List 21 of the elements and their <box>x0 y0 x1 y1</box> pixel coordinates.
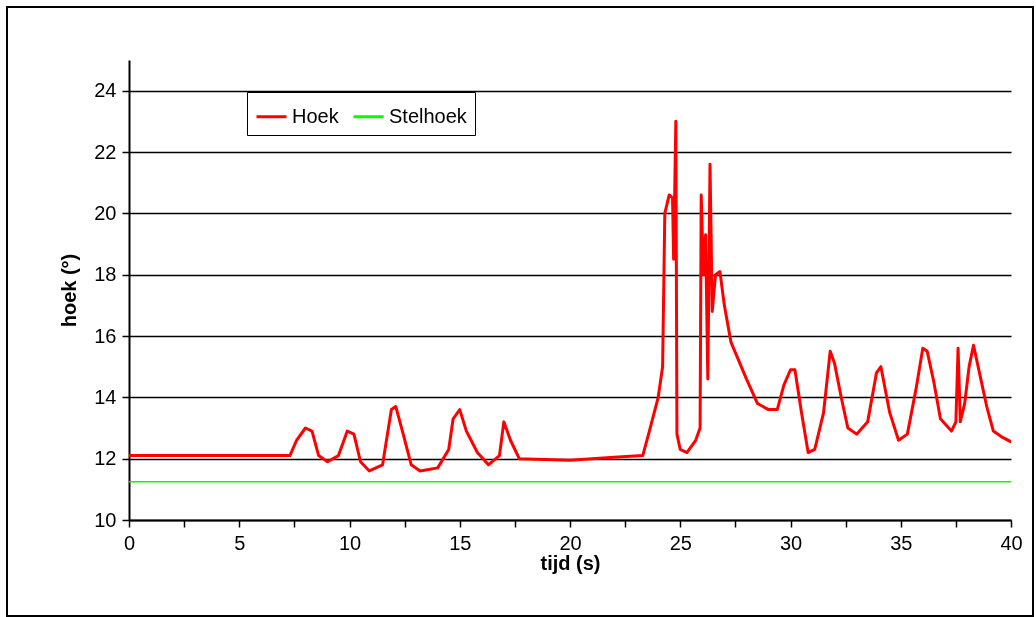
y-tick-label: 10 <box>94 508 117 531</box>
x-tick-label: 10 <box>338 531 362 554</box>
y-tick-label: 24 <box>94 79 117 102</box>
y-tick-label: 14 <box>94 385 117 408</box>
x-tick-label: 25 <box>669 531 692 554</box>
y-axis-title: hoek (°) <box>58 253 81 328</box>
y-tick-label: 12 <box>94 447 117 470</box>
x-tick-label: 30 <box>779 531 803 554</box>
x-tick-label: 0 <box>123 531 136 554</box>
x-tick-label: 15 <box>449 531 472 554</box>
x-tick-label: 35 <box>890 531 913 554</box>
y-tick-label: 22 <box>94 140 117 163</box>
x-tick-label: 5 <box>234 531 246 554</box>
y-tick-label: 16 <box>94 324 117 347</box>
x-tick-label: 20 <box>559 531 582 554</box>
y-tick-label: 20 <box>94 201 117 224</box>
y-tick-label: 18 <box>94 263 117 286</box>
x-axis-title: tijd (s) <box>540 551 601 574</box>
legend-label: Stelhoek <box>389 104 468 127</box>
legend-label: Hoek <box>292 104 340 127</box>
x-tick-label: 40 <box>1000 531 1023 554</box>
